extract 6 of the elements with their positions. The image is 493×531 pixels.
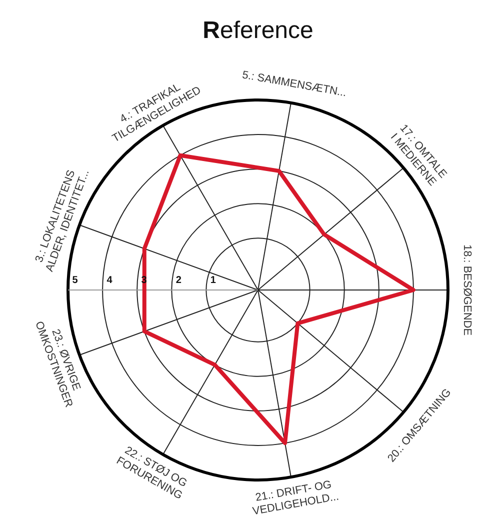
y-tick-label: 4 (106, 275, 113, 286)
y-tick-label: 5 (72, 275, 78, 286)
y-tick-label: 2 (176, 275, 182, 286)
spoke-label: 18.: BESØGENDE (461, 244, 473, 336)
chart-title: Reference (202, 17, 314, 44)
y-tick-label: 1 (210, 275, 216, 286)
